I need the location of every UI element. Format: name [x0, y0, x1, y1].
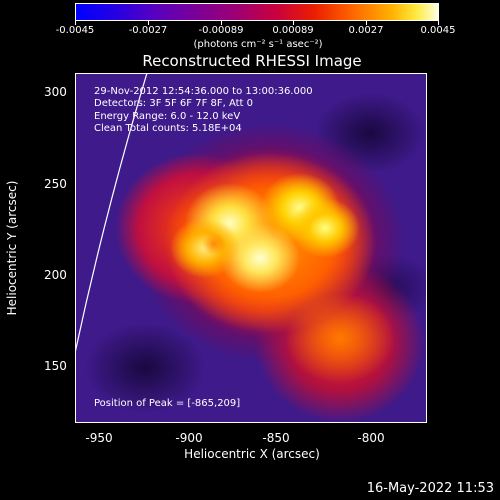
y-tick-label: 250	[44, 177, 67, 191]
time-range-label: 29-Nov-2012 12:54:36.000 to 13:00:36.000	[94, 86, 313, 97]
y-tick-label: 150	[44, 359, 67, 373]
colorbar-tick-label: 0.0027	[348, 25, 384, 36]
x-axis-label: Heliocentric X (arcsec)	[184, 447, 320, 461]
timestamp-footer: 16-May-2022 11:53	[366, 481, 494, 496]
colorbar-tick	[366, 21, 367, 25]
colorbar-tick	[293, 21, 294, 25]
x-tick-label: -800	[357, 431, 385, 445]
colorbar-tick-label: 0.0045	[420, 25, 456, 36]
colorbar-units: (photons cm⁻² s⁻¹ asec⁻²)	[193, 39, 323, 50]
image-region	[285, 293, 395, 383]
limb-arc	[75, 73, 148, 354]
colorbar-tick	[75, 21, 76, 25]
image-region	[290, 198, 360, 258]
colorbar-tick-label: -0.0027	[128, 25, 168, 36]
image-region	[202, 233, 226, 255]
y-tick-label: 300	[44, 85, 67, 99]
colorbar-tick-label: -0.00089	[198, 25, 244, 36]
y-axis-label: Heliocentric Y (arcsec)	[5, 180, 19, 316]
x-tick-label: -850	[262, 431, 290, 445]
x-tick-label: -950	[85, 431, 113, 445]
colorbar-tick	[221, 21, 222, 25]
colorbar	[75, 3, 439, 21]
x-tick-label: -900	[175, 431, 203, 445]
colorbar-tick	[148, 21, 149, 25]
total-counts-label: Clean Total counts: 5.18E+04	[94, 123, 242, 134]
y-tick-label: 200	[44, 268, 67, 282]
colorbar-tick	[438, 21, 439, 25]
plot-title: Reconstructed RHESSI Image	[142, 52, 362, 70]
energy-range-label: Energy Range: 6.0 - 12.0 keV	[94, 111, 241, 122]
image-region	[85, 323, 205, 413]
peak-position-label: Position of Peak = [-865,209]	[94, 398, 241, 409]
detectors-label: Detectors: 3F 5F 6F 7F 8F, Att 0	[94, 98, 254, 109]
solar-limb	[75, 73, 148, 354]
rhessi-image	[75, 73, 427, 423]
colorbar-tick-label: -0.0045	[55, 25, 95, 36]
colorbar-tick-label: 0.00089	[272, 25, 314, 36]
